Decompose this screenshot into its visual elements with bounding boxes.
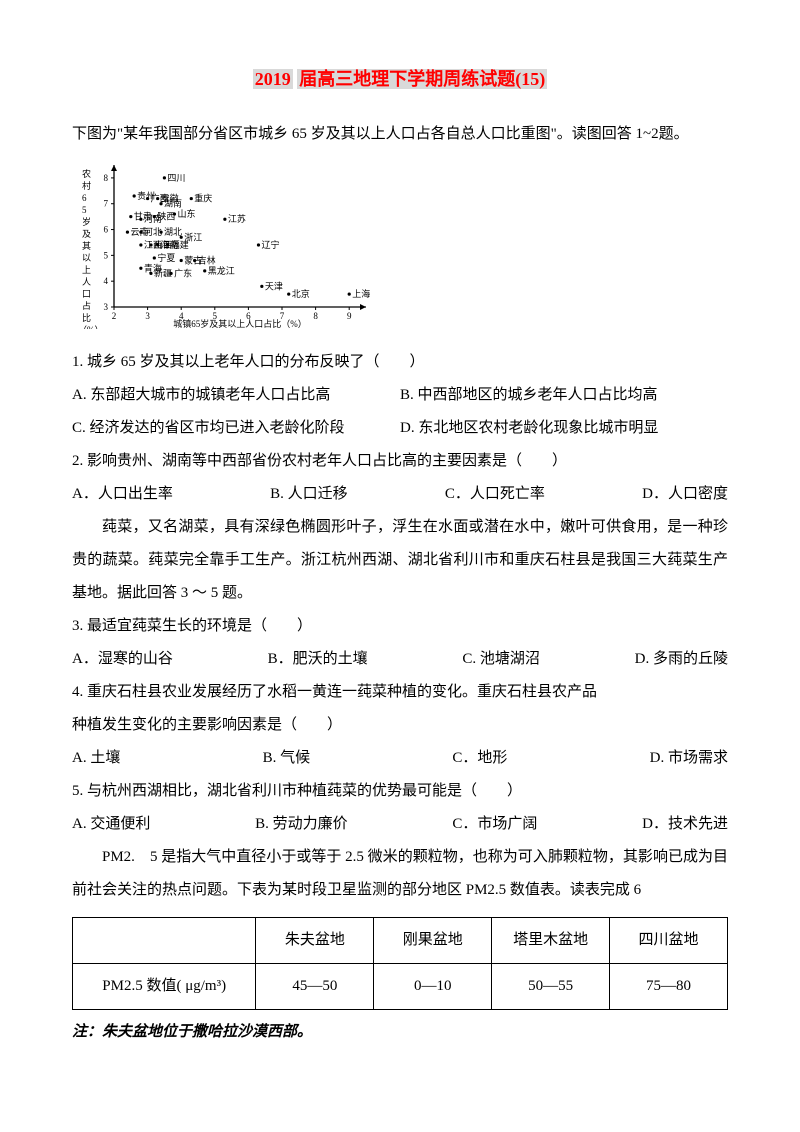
q5-opt-b: B. 劳动力廉价 (255, 808, 348, 841)
q3-opts: A．湿寒的山谷 B．肥沃的土壤 C. 池塘湖沼 D. 多雨的丘陵 (72, 643, 728, 676)
svg-text:上: 上 (82, 265, 91, 275)
svg-text:北京: 北京 (292, 288, 310, 299)
svg-text:福建: 福建 (171, 239, 189, 250)
svg-text:7: 7 (104, 198, 109, 208)
table-cell: 0—10 (374, 963, 492, 1009)
q4-stem-1: 4. 重庆石柱县农业发展经历了水稻一黄连一莼菜种植的变化。重庆石柱县农产品 (72, 676, 728, 709)
svg-text:口: 口 (82, 289, 91, 299)
table-header-cell: 四川盆地 (610, 917, 728, 963)
q1-opt-a: A. 东部超大城市的城镇老年人口占比高 (72, 379, 400, 412)
q1-opts-row1: A. 东部超大城市的城镇老年人口占比高 B. 中西部地区的城乡老年人口占比均高 (72, 379, 728, 412)
q2-opt-b: B. 人口迁移 (270, 478, 348, 511)
svg-text:辽宁: 辽宁 (261, 239, 279, 250)
svg-text:8: 8 (104, 173, 109, 183)
q1-opt-b: B. 中西部地区的城乡老年人口占比均高 (400, 379, 728, 412)
svg-text:农: 农 (82, 168, 91, 179)
svg-text:湖南: 湖南 (164, 197, 182, 208)
q5-opt-d: D．技术先进 (642, 808, 728, 841)
svg-text:以: 以 (82, 253, 91, 263)
table-row-header: PM2.5 数值( μg/m³) (73, 963, 256, 1009)
svg-text:山东: 山东 (177, 208, 195, 219)
q4-stem-2: 种植发生变化的主要影响因素是（ ） (72, 709, 728, 742)
svg-text:8: 8 (313, 311, 318, 321)
svg-text:城镇65岁及其以上人口占比（%）: 城镇65岁及其以上人口占比（%） (173, 318, 307, 329)
exam-page: 2019 届高三地理下学期周练试题(15) 下图为"某年我国部分省区市城乡 65… (0, 0, 800, 1132)
pm25-table-wrap: 朱夫盆地刚果盆地塔里木盆地四川盆地 PM2.5 数值( μg/m³)45—500—… (72, 917, 728, 1010)
q4-opt-c: C．地形 (452, 742, 507, 775)
q5-opt-c: C．市场广阔 (452, 808, 537, 841)
q2-opt-d: D．人口密度 (642, 478, 728, 511)
q3-opt-d: D. 多雨的丘陵 (635, 643, 728, 676)
table-cell: 50—55 (492, 963, 610, 1009)
svg-text:6: 6 (104, 224, 109, 234)
scatter-svg: 23456789345678农村65岁及其以上人口占比（%）城镇65岁及其以上人… (72, 159, 372, 329)
svg-text:天津: 天津 (265, 281, 283, 291)
q4-opt-d: D. 市场需求 (650, 742, 728, 775)
svg-text:3: 3 (104, 302, 109, 312)
svg-text:4: 4 (104, 276, 109, 286)
q5-opt-a: A. 交通便利 (72, 808, 150, 841)
table-cell: 45—50 (256, 963, 374, 1009)
q2-opt-a: A．人口出生率 (72, 478, 173, 511)
svg-text:江苏: 江苏 (228, 213, 246, 224)
svg-text:四川: 四川 (167, 173, 185, 183)
table-header-cell (73, 917, 256, 963)
q3-stem: 3. 最适宜莼菜生长的环境是（ ） (72, 610, 728, 643)
scatter-chart: 23456789345678农村65岁及其以上人口占比（%）城镇65岁及其以上人… (72, 159, 728, 342)
title-year: 2019 (253, 69, 293, 89)
svg-text:湖北: 湖北 (164, 227, 182, 237)
intro-3: PM2. 5 是指大气中直径小于或等于 2.5 微米的颗粒物，也称为可入肺颗粒物… (72, 841, 728, 907)
q1-stem: 1. 城乡 65 岁及其以上老年人口的分布反映了（ ） (72, 346, 728, 379)
svg-text:及: 及 (82, 229, 91, 239)
q4-opts: A. 土壤 B. 气候 C．地形 D. 市场需求 (72, 742, 728, 775)
svg-text:岁: 岁 (82, 216, 91, 227)
svg-text:6: 6 (82, 193, 87, 203)
table-cell: 75—80 (610, 963, 728, 1009)
table-header-cell: 朱夫盆地 (256, 917, 374, 963)
svg-text:宁夏: 宁夏 (157, 252, 175, 263)
q2-opt-c: C．人口死亡率 (445, 478, 545, 511)
q4-opt-a: A. 土壤 (72, 742, 120, 775)
q5-stem: 5. 与杭州西湖相比，湖北省利川市种植莼菜的优势最可能是（ ） (72, 775, 728, 808)
svg-text:河北: 河北 (144, 226, 162, 237)
table-header-cell: 塔里木盆地 (492, 917, 610, 963)
q2-stem: 2. 影响贵州、湖南等中西部省份农村老年人口占比高的主要因素是（ ） (72, 445, 728, 478)
q3-opt-a: A．湿寒的山谷 (72, 643, 173, 676)
svg-text:黑龙江: 黑龙江 (208, 264, 235, 275)
intro-2: 莼菜，又名湖菜，具有深绿色椭圆形叶子，浮生在水面或潜在水中，嫩叶可供食用，是一种… (72, 511, 728, 610)
table-header-cell: 刚果盆地 (374, 917, 492, 963)
svg-text:新疆: 新疆 (154, 267, 172, 278)
svg-text:9: 9 (347, 311, 352, 321)
q3-opt-c: C. 池塘湖沼 (462, 643, 540, 676)
svg-text:重庆: 重庆 (194, 192, 212, 203)
svg-text:5: 5 (104, 250, 109, 260)
q5-opts: A. 交通便利 B. 劳动力廉价 C．市场广阔 D．技术先进 (72, 808, 728, 841)
q3-opt-b: B．肥沃的土壤 (268, 643, 368, 676)
q1-opt-c: C. 经济发达的省区市均已进入老龄化阶段 (72, 412, 400, 445)
svg-text:村: 村 (82, 180, 91, 191)
svg-text:占: 占 (82, 300, 91, 311)
svg-text:（%）: （%） (78, 325, 104, 329)
svg-text:5: 5 (82, 205, 87, 215)
svg-text:3: 3 (145, 311, 150, 321)
svg-text:吉林: 吉林 (198, 254, 216, 265)
table-note: 注：朱夫盆地位于撒哈拉沙漠西部。 (72, 1016, 728, 1049)
svg-text:广东: 广东 (174, 267, 192, 278)
svg-text:比: 比 (82, 312, 91, 323)
q2-opts: A．人口出生率 B. 人口迁移 C．人口死亡率 D．人口密度 (72, 478, 728, 511)
intro-1: 下图为"某年我国部分省区市城乡 65 岁及其以上人口占各自总人口比重图"。读图回… (72, 118, 728, 151)
svg-text:陕西: 陕西 (157, 210, 175, 221)
title-rest: 届高三地理下学期周练试题(15) (297, 69, 547, 89)
q1-opt-d: D. 东北地区农村老龄化现象比城市明显 (400, 412, 728, 445)
page-title: 2019 届高三地理下学期周练试题(15) (72, 60, 728, 100)
svg-text:人: 人 (82, 277, 91, 287)
svg-text:上海: 上海 (352, 288, 370, 299)
q1-opts-row2: C. 经济发达的省区市均已进入老龄化阶段 D. 东北地区农村老龄化现象比城市明显 (72, 412, 728, 445)
svg-text:2: 2 (112, 311, 117, 321)
svg-text:其: 其 (82, 241, 91, 251)
q4-opt-b: B. 气候 (263, 742, 311, 775)
pm25-table: 朱夫盆地刚果盆地塔里木盆地四川盆地 PM2.5 数值( μg/m³)45—500—… (72, 917, 728, 1010)
